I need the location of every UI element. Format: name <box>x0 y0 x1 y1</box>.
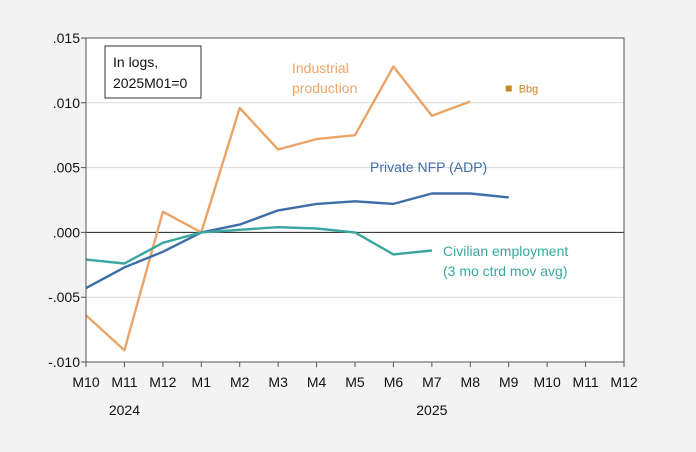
annotation-box: In logs, 2025M01=0 <box>104 45 202 99</box>
series-label: Private NFP (ADP) <box>370 159 487 175</box>
x-tick-label: M4 <box>307 374 327 390</box>
x-tick-label: M7 <box>422 374 442 390</box>
y-tick-label: .015 <box>53 30 80 46</box>
x-tick-label: M8 <box>461 374 481 390</box>
series-label: (3 mo ctrd mov avg) <box>443 263 567 279</box>
x-tick-label: M10 <box>72 374 99 390</box>
y-tick-label: .010 <box>53 95 80 111</box>
x-tick-label: M1 <box>192 374 212 390</box>
x-tick-label: M10 <box>534 374 561 390</box>
x-tick-label: M3 <box>268 374 288 390</box>
series-line <box>85 225 433 265</box>
bbg-point <box>505 85 512 92</box>
y-tick-label: .000 <box>53 224 80 240</box>
annotation-line-1: In logs, <box>113 54 158 70</box>
series-label: Civilian employment <box>443 243 568 259</box>
y-tick-label: -.010 <box>48 354 80 370</box>
x-tick-label: M12 <box>610 374 637 390</box>
x-tick-label: M5 <box>345 374 365 390</box>
bbg-label: Bbg <box>519 84 539 96</box>
year-label: 2024 <box>109 402 140 418</box>
y-tick-label: .005 <box>53 160 80 176</box>
x-tick-label: M9 <box>499 374 519 390</box>
x-tick-label: M11 <box>111 374 137 390</box>
x-tick-label: M12 <box>149 374 176 390</box>
annotation-line-2: 2025M01=0 <box>113 75 188 91</box>
x-tick-label: M11 <box>572 374 598 390</box>
series-line <box>85 192 509 290</box>
year-label: 2025 <box>416 402 447 418</box>
plot-frame <box>85 37 625 363</box>
y-tick-label: -.005 <box>48 289 80 305</box>
x-tick-label: M6 <box>384 374 404 390</box>
x-tick-label: M2 <box>230 374 250 390</box>
series-label: production <box>292 80 357 96</box>
series-label: Industrial <box>292 60 349 76</box>
